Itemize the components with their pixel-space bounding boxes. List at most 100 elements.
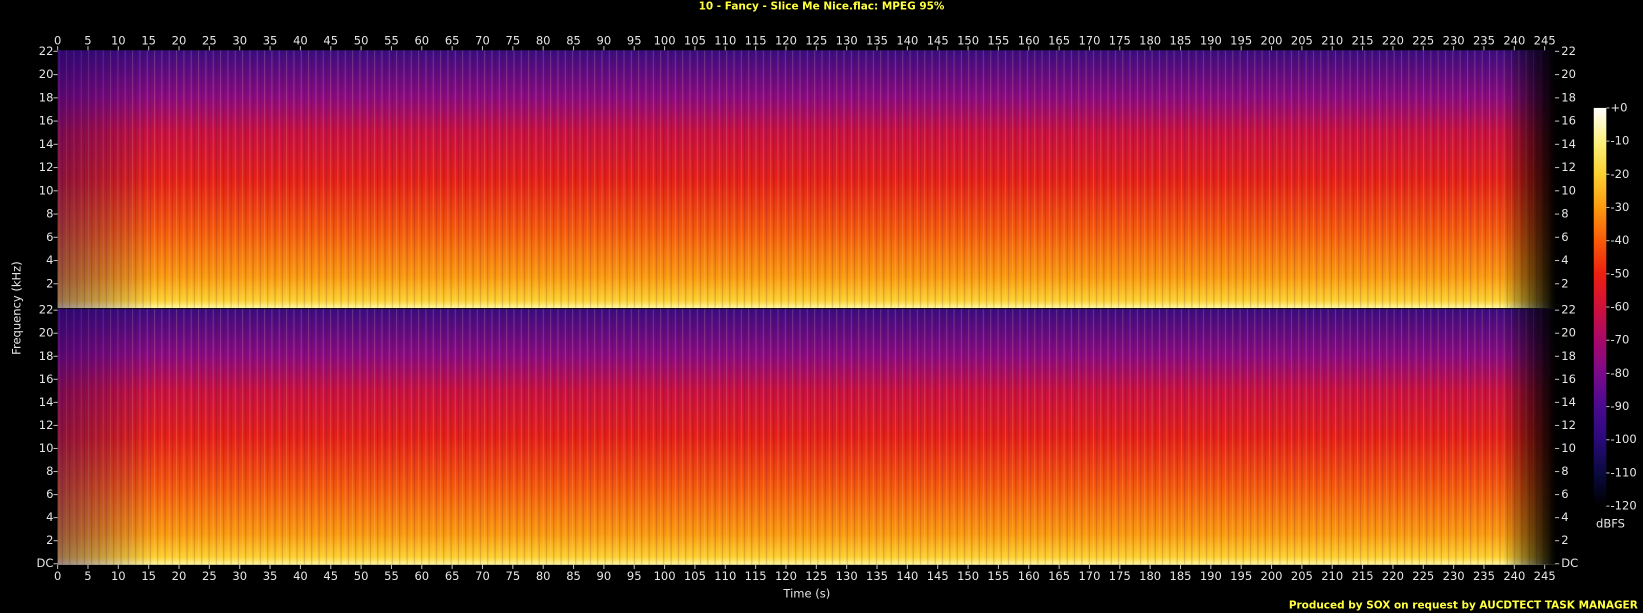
x-tick-label: 205 [1291,33,1313,47]
colorbar-tick-label: -10 [1611,134,1630,148]
x-tick-label: 105 [684,569,706,583]
x-tick-label: 165 [1048,33,1070,47]
x-tick-label: 70 [475,569,490,583]
colorbar-tick-label: -70 [1611,333,1630,347]
x-tick-label: 155 [987,569,1009,583]
x-tick-label: 115 [745,569,767,583]
y-tick-label: 2 [46,276,53,290]
colorbar-tick-label: -60 [1611,300,1630,314]
y-tick-label: 18 [1561,349,1576,363]
x-tick-label: 0 [54,569,61,583]
y-tick-label: 2 [1561,533,1568,547]
y-tick-label: 10 [39,441,54,455]
y-tick-label: 2 [1561,276,1568,290]
x-tick-label: 195 [1230,569,1252,583]
x-tick-label: 20 [172,569,187,583]
colorbar-label: dBFS [1596,516,1625,530]
x-tick-label: 200 [1261,33,1283,47]
spectrogram-tail [1502,50,1555,309]
x-tick-label: 30 [232,569,247,583]
y-tick-label: 12 [39,160,54,174]
x-tick-label: 110 [714,569,736,583]
y-tick-label: 22 [1561,303,1576,317]
x-tick-label: 65 [445,569,460,583]
y-tick-label: 20 [1561,67,1576,81]
x-tick-label: 50 [354,33,369,47]
x-tick-label: 225 [1412,33,1434,47]
x-tick-label: 220 [1382,569,1404,583]
x-tick-label: 130 [836,33,858,47]
x-tick-label: 55 [384,33,399,47]
x-tick-label: 130 [836,569,858,583]
y-tick-label: 18 [1561,90,1576,104]
y-tick-label: DC [1561,556,1578,570]
x-tick-label: 160 [1018,33,1040,47]
y-tick-label: 12 [1561,418,1576,432]
y-tick-label: 14 [39,395,54,409]
x-tick-label: 80 [536,569,551,583]
y-tick-label: 20 [1561,326,1576,340]
x-tick-label: 185 [1170,569,1192,583]
y-tick-label: 6 [46,487,53,501]
colorbar-tick-label: -90 [1611,399,1630,413]
x-tick-label: 150 [957,33,979,47]
x-tick-label: 90 [597,569,612,583]
chart-title: 10 - Fancy - Slice Me Nice.flac: MPEG 95… [699,0,945,12]
x-tick-label: 85 [566,569,581,583]
x-tick-label: 170 [1078,569,1100,583]
x-tick-label: 95 [627,33,642,47]
spectrogram-tail [1502,309,1555,565]
y-tick-label: 20 [39,67,54,81]
x-tick-label: 145 [927,33,949,47]
colorbar [1593,107,1607,507]
x-tick-label: 0 [54,33,61,47]
colorbar-tick-label: -80 [1611,366,1630,380]
x-tick-label: 230 [1443,569,1465,583]
x-tick-label: 205 [1291,569,1313,583]
x-tick-label: 210 [1321,33,1343,47]
x-tick-label: 195 [1230,33,1252,47]
y-tick-label: 10 [1561,441,1576,455]
x-tick-label: 20 [172,33,187,47]
y-tick-label: 18 [39,90,54,104]
x-tick-label: 125 [805,33,827,47]
y-tick-label: 10 [1561,183,1576,197]
x-tick-label: 80 [536,33,551,47]
x-tick-label: 95 [627,569,642,583]
x-tick-label: 120 [775,33,797,47]
y-tick-label: 4 [1561,510,1568,524]
x-tick-label: 35 [263,33,278,47]
x-tick-label: 185 [1170,33,1192,47]
y-tick-label: 4 [1561,253,1568,267]
x-tick-label: 215 [1352,33,1374,47]
x-tick-label: 40 [293,33,308,47]
x-tick-label: 55 [384,569,399,583]
y-axis-label: Frequency (kHz) [9,261,23,355]
x-tick-label: 190 [1200,569,1222,583]
colorbar-tick-label: -120 [1611,499,1637,513]
x-tick-label: 175 [1109,569,1131,583]
x-tick-label: 160 [1018,569,1040,583]
x-tick-label: 230 [1443,33,1465,47]
y-tick-label: 18 [39,349,54,363]
x-tick-label: 105 [684,33,706,47]
y-tick-label: 14 [1561,137,1576,151]
panels [57,50,1555,565]
y-tick-label: 12 [1561,160,1576,174]
y-tick-label: DC [37,556,54,570]
x-tick-label: 240 [1503,569,1525,583]
x-tick-label: 100 [654,569,676,583]
x-tick-label: 40 [293,569,308,583]
x-tick-label: 140 [896,569,918,583]
y-tick-label: 4 [46,253,53,267]
x-tick-label: 45 [323,33,338,47]
colorbar-tick-label: -110 [1611,465,1637,479]
colorbar-tick-label: -30 [1611,200,1630,214]
y-tick-label: 16 [39,372,54,386]
x-tick-label: 180 [1139,569,1161,583]
spectrogram-intro [57,50,155,309]
y-tick-label: 8 [1561,464,1568,478]
x-tick-label: 135 [866,569,888,583]
x-tick-label: 75 [506,569,521,583]
